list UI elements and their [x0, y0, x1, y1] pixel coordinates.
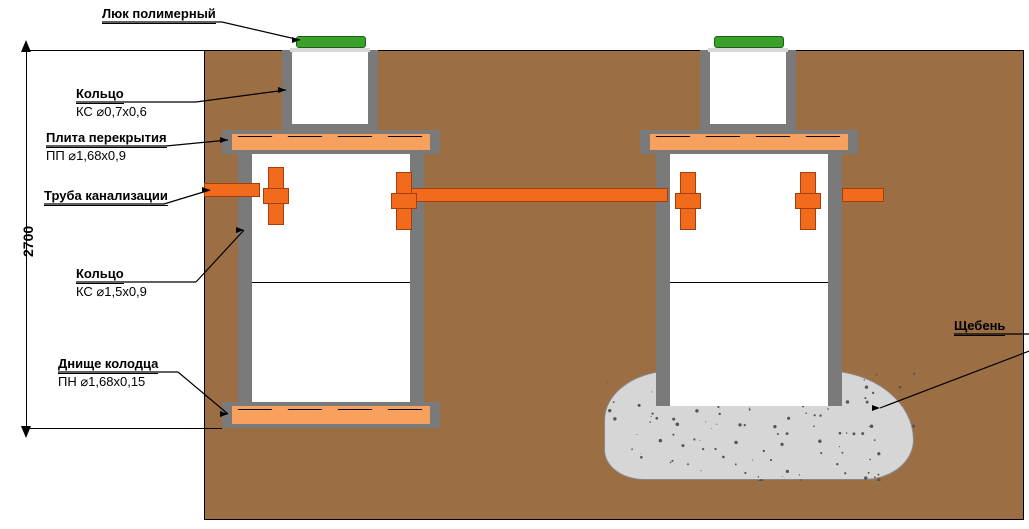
label-ring_mid: КольцоКС ⌀1,5х0,9 [76, 266, 147, 301]
pipe-tee-cross [391, 193, 417, 209]
manhole-hatch [296, 36, 366, 48]
label-cap: Плита перекрытияПП ⌀1,68х0,9 [46, 130, 167, 165]
dim-ext-bot [30, 428, 222, 429]
label-gravel: Щебень [954, 318, 1005, 336]
manhole-hatch [714, 36, 784, 48]
pipe-tee-cross [675, 193, 701, 209]
pipe-out [842, 188, 884, 202]
neck-inner [710, 50, 786, 124]
label-base: Днище колодцаПН ⌀1,68х0,15 [58, 356, 158, 391]
dim-label: 2700 [20, 226, 36, 257]
dim-ext-top [30, 50, 204, 51]
ring-joint [252, 282, 410, 283]
pipe-tee-cross [795, 193, 821, 209]
pipe-inlet [204, 183, 260, 197]
ring-joint [670, 282, 828, 283]
neck-inner [292, 50, 368, 124]
pipe-tee-cross [263, 188, 289, 204]
label-hatch: Люк полимерный [102, 6, 216, 24]
label-ring_top: КольцоКС ⌀0,7х0,6 [76, 86, 147, 121]
pipe-mid [410, 188, 668, 202]
label-pipe: Труба канализации [44, 188, 168, 206]
